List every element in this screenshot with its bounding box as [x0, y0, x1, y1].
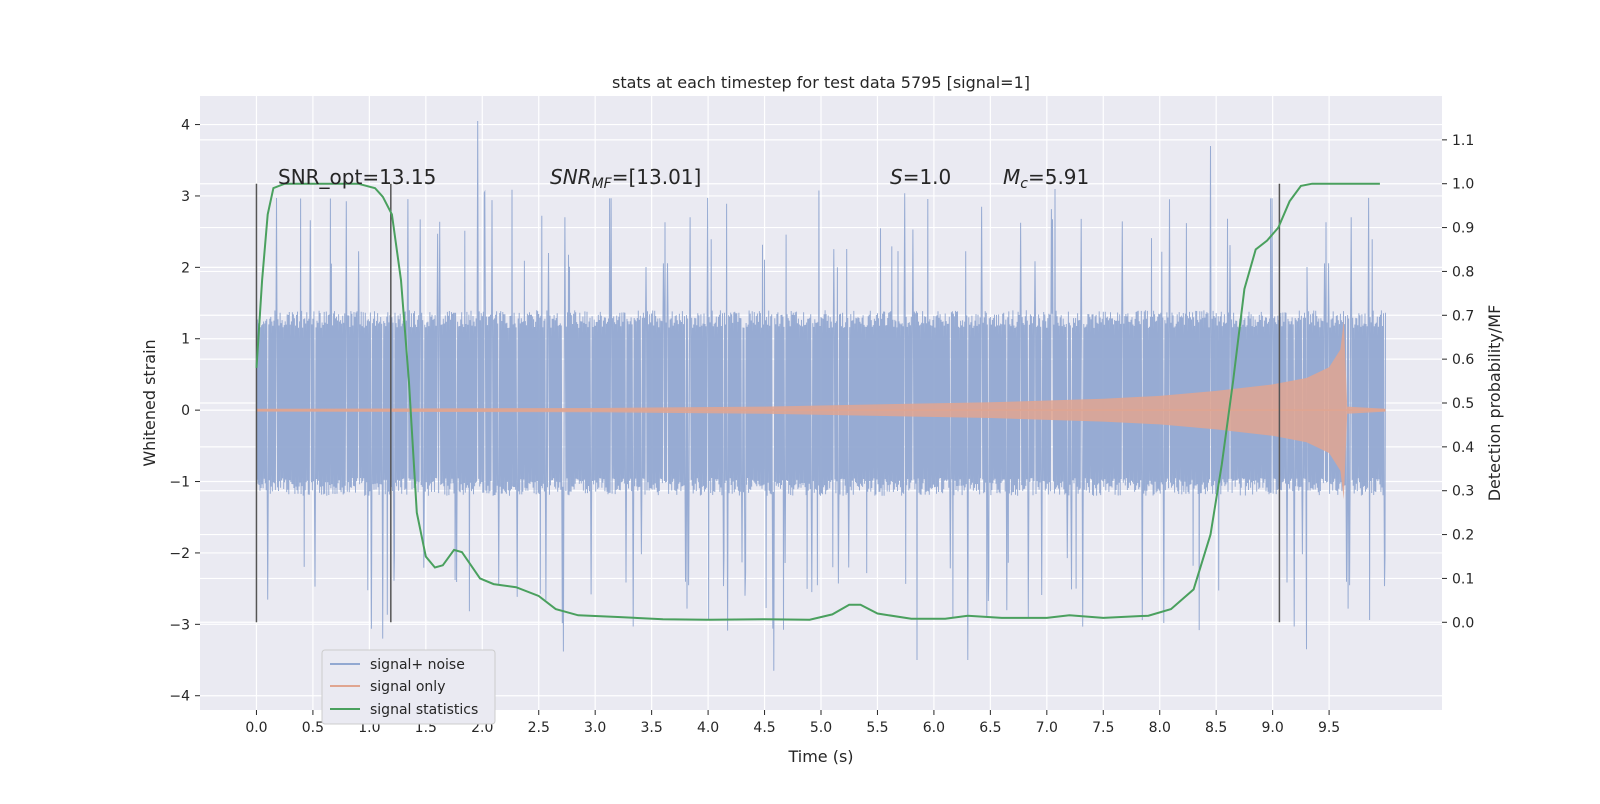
y-axis-right-label: Detection probability/MF: [1485, 305, 1504, 502]
x-tick-label: 7.0: [1036, 720, 1058, 736]
snr-mf-value: =[13.01]: [612, 165, 702, 189]
x-tick-label: 8.0: [1149, 720, 1171, 736]
annotation-snr-opt: SNR_opt=13.15: [278, 165, 436, 189]
x-tick-label: 3.5: [641, 720, 663, 736]
legend: signal+ noise signal only signal statist…: [321, 649, 496, 725]
x-tick-label: 0.0: [245, 720, 267, 736]
legend-box: [321, 649, 496, 725]
y-right-tick-label: 0.8: [1452, 264, 1474, 280]
mc-subscript: c: [1020, 176, 1028, 192]
annotation-snr-mf: SNRMF=[13.01]: [550, 165, 701, 192]
y-right-tick-label: 0.2: [1452, 528, 1474, 544]
y-axis-left-ticks: 4 3 2 1 0 −1 −2 −3 −4: [169, 118, 200, 705]
y-left-tick-label: 1: [181, 332, 190, 348]
snr-mf-label: SNR: [550, 165, 592, 189]
y-right-tick-label: 0.0: [1452, 615, 1474, 631]
signal-statistics-line: [255, 182, 1380, 621]
x-tick-label: 7.5: [1092, 720, 1114, 736]
x-tick-label: 2.5: [528, 720, 550, 736]
y-axis-right-ticks: 1.1 1.0 0.9 0.8 0.7 0.6 0.5 0.4 0.3 0.2 0.1 0.0: [1442, 133, 1474, 631]
y-left-tick-label: 4: [181, 118, 190, 134]
y-left-tick-label: 3: [181, 189, 190, 205]
x-tick-label: 3.0: [584, 720, 606, 736]
y-left-tick-label: −4: [169, 689, 190, 705]
legend-label-signal-statistics: signal statistics: [370, 702, 478, 718]
mc-value: =5.91: [1028, 165, 1089, 189]
y-axis-left-label: Whitened strain: [140, 339, 159, 466]
y-right-tick-label: 0.3: [1452, 484, 1474, 500]
y-left-tick-label: −1: [169, 475, 190, 491]
y-right-tick-label: 0.6: [1452, 352, 1474, 368]
legend-label-signal-plus-noise: signal+ noise: [370, 657, 465, 673]
chart-title: stats at each timestep for test data 579…: [612, 73, 1030, 92]
x-tick-label: 0.5: [302, 720, 324, 736]
y-left-tick-label: −3: [169, 617, 190, 633]
series-signal-statistics: [255, 182, 1380, 621]
annotation-mc: Mc=5.91: [1003, 165, 1089, 192]
y-right-tick-label: 0.7: [1452, 308, 1474, 324]
y-left-tick-label: 2: [181, 260, 190, 276]
x-tick-label: 9.5: [1318, 720, 1340, 736]
y-left-tick-label: 0: [181, 403, 190, 419]
y-right-tick-label: 0.4: [1452, 440, 1474, 456]
s-label: S: [890, 165, 903, 189]
legend-label-signal-only: signal only: [370, 679, 445, 695]
series-signal-plus-noise: [256, 120, 1386, 671]
y-left-tick-label: −2: [169, 546, 190, 562]
s-value: =1.0: [903, 165, 952, 189]
y-right-tick-label: 1.0: [1452, 177, 1474, 193]
y-right-tick-label: 0.5: [1452, 396, 1474, 412]
x-tick-label: 6.0: [923, 720, 945, 736]
x-axis-label: Time (s): [787, 747, 853, 766]
x-tick-label: 8.5: [1205, 720, 1227, 736]
snr-mf-subscript: MF: [592, 176, 613, 192]
x-tick-label: 4.5: [753, 720, 775, 736]
x-tick-label: 9.0: [1262, 720, 1284, 736]
x-tick-label: 5.5: [866, 720, 888, 736]
annotation-s: S=1.0: [890, 165, 951, 189]
y-right-tick-label: 0.1: [1452, 571, 1474, 587]
series-signal-only: [256, 320, 1386, 500]
x-tick-label: 6.5: [979, 720, 1001, 736]
y-right-tick-label: 1.1: [1452, 133, 1474, 149]
mc-label: M: [1003, 165, 1020, 189]
signal-plus-noise-line: [256, 120, 1386, 671]
y-right-tick-label: 0.9: [1452, 221, 1474, 237]
vertical-markers: [255, 183, 1281, 623]
x-tick-label: 5.0: [810, 720, 832, 736]
x-tick-label: 4.0: [697, 720, 719, 736]
